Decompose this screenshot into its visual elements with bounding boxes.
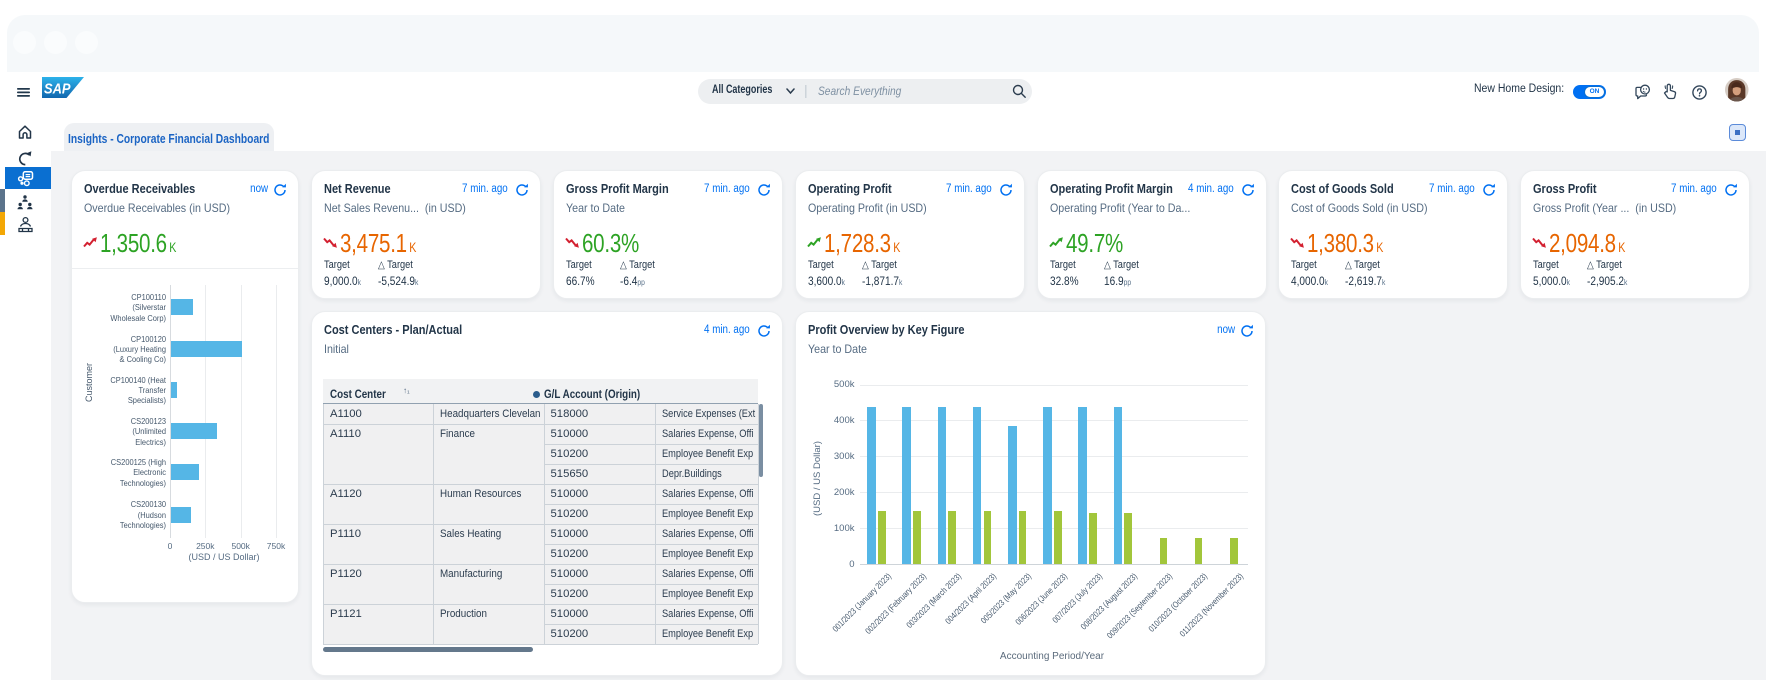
svg-text:SAP: SAP: [44, 81, 71, 98]
